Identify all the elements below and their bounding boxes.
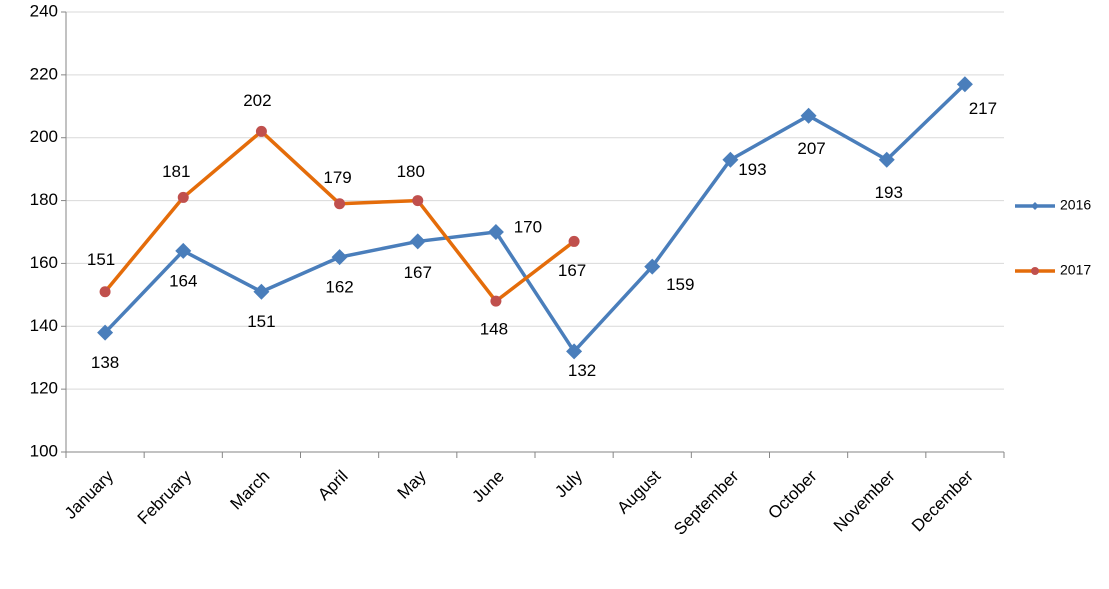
data-label: 207 bbox=[797, 139, 825, 158]
marker bbox=[568, 235, 580, 247]
y-tick-label: 200 bbox=[30, 127, 58, 146]
x-tick-label: June bbox=[468, 467, 508, 507]
x-tick-label: September bbox=[670, 466, 742, 538]
marker bbox=[722, 151, 739, 168]
x-tick-label: January bbox=[61, 466, 118, 523]
marker bbox=[956, 76, 973, 93]
marker bbox=[490, 295, 502, 307]
x-tick-label: February bbox=[134, 466, 196, 528]
data-label: 151 bbox=[247, 312, 275, 331]
data-label: 217 bbox=[969, 99, 997, 118]
data-label: 159 bbox=[666, 275, 694, 294]
legend-marker bbox=[1031, 267, 1039, 275]
y-tick-label: 220 bbox=[30, 64, 58, 83]
data-label: 170 bbox=[514, 217, 542, 236]
data-label: 148 bbox=[480, 320, 508, 339]
y-tick-label: 120 bbox=[30, 379, 58, 398]
y-tick-label: 100 bbox=[30, 441, 58, 460]
x-tick-label: July bbox=[551, 466, 586, 501]
x-tick-label: October bbox=[764, 466, 820, 522]
x-tick-label: May bbox=[394, 466, 430, 502]
marker bbox=[177, 191, 189, 203]
marker bbox=[255, 125, 267, 137]
data-label: 180 bbox=[397, 162, 425, 181]
legend-label: 2017 bbox=[1060, 262, 1091, 278]
x-tick-label: December bbox=[908, 466, 977, 535]
data-label: 181 bbox=[162, 162, 190, 181]
marker bbox=[644, 258, 661, 275]
data-label: 162 bbox=[325, 278, 353, 297]
data-label: 167 bbox=[558, 261, 586, 280]
marker bbox=[566, 343, 583, 360]
data-label: 167 bbox=[404, 263, 432, 282]
data-label: 132 bbox=[568, 361, 596, 380]
x-tick-label: March bbox=[227, 467, 274, 514]
data-label: 164 bbox=[169, 271, 197, 290]
marker bbox=[487, 224, 504, 240]
marker bbox=[331, 249, 348, 266]
marker bbox=[97, 324, 114, 341]
data-label: 193 bbox=[875, 183, 903, 202]
marker bbox=[800, 107, 817, 124]
marker bbox=[175, 242, 192, 259]
legend-label: 2016 bbox=[1060, 197, 1091, 213]
marker bbox=[253, 283, 270, 300]
marker bbox=[99, 286, 111, 298]
marker bbox=[409, 233, 426, 250]
y-tick-label: 140 bbox=[30, 316, 58, 335]
marker bbox=[878, 151, 895, 168]
data-label: 138 bbox=[91, 353, 119, 372]
y-tick-label: 160 bbox=[30, 253, 58, 272]
x-tick-label: August bbox=[613, 466, 664, 517]
y-tick-label: 240 bbox=[30, 1, 58, 20]
x-tick-label: November bbox=[830, 466, 899, 535]
x-tick-label: April bbox=[314, 467, 351, 504]
data-label: 202 bbox=[243, 91, 271, 110]
legend-marker bbox=[1031, 202, 1039, 210]
data-label: 179 bbox=[323, 168, 351, 187]
series-line bbox=[103, 83, 967, 354]
y-tick-label: 180 bbox=[30, 190, 58, 209]
marker bbox=[334, 198, 346, 210]
data-label: 193 bbox=[738, 160, 766, 179]
data-label: 151 bbox=[87, 250, 115, 269]
marker bbox=[412, 195, 424, 207]
